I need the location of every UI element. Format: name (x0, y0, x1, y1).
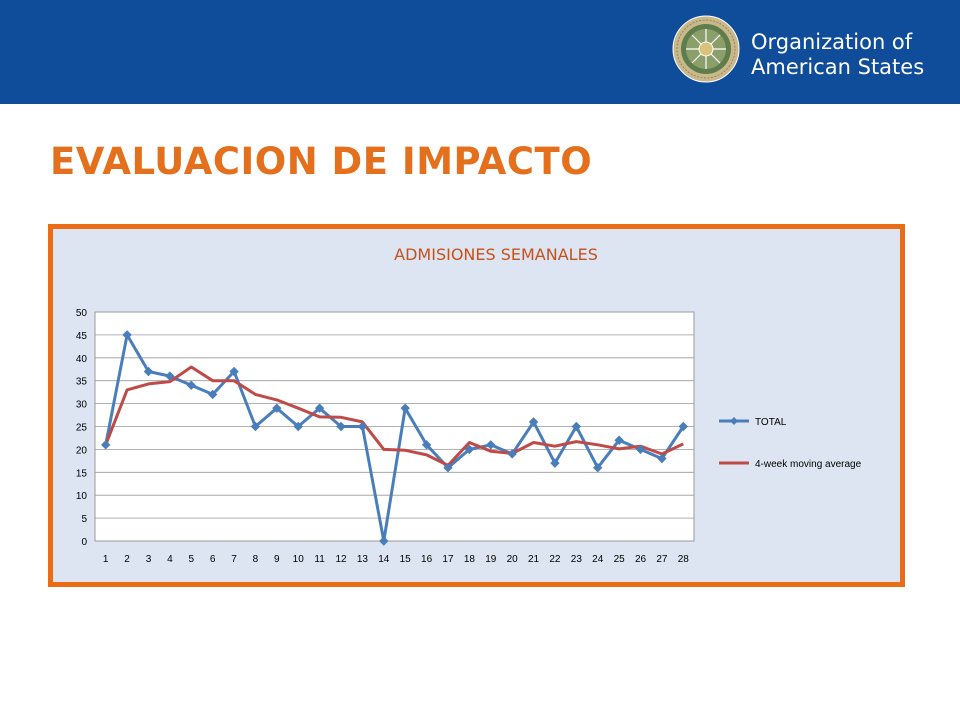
data-point-total (165, 371, 175, 381)
data-point-total (421, 440, 432, 450)
y-tick-label: 0 (81, 537, 87, 548)
data-point-total (250, 421, 261, 432)
y-tick-label: 40 (76, 354, 88, 365)
x-tick-label: 5 (188, 554, 194, 565)
data-point-total (593, 463, 603, 473)
y-tick-label: 15 (76, 468, 88, 479)
data-point-total (336, 421, 346, 432)
org-name-line1: Organization of (751, 30, 913, 54)
data-point-total (379, 536, 389, 546)
data-point-total (186, 380, 196, 390)
x-tick-label: 28 (678, 554, 690, 565)
data-point-total (293, 421, 303, 432)
x-tick-label: 2 (124, 554, 130, 565)
x-tick-label: 9 (274, 554, 280, 565)
data-point-total (486, 440, 496, 450)
legend-label-moving-average: 4-week moving average (755, 459, 862, 470)
data-point-total (357, 421, 368, 432)
data-point-total (571, 421, 582, 432)
slide-title: EVALUACION DE IMPACTO (50, 140, 593, 183)
line-chart: ADMISIONES SEMANALES05101520253035404550… (76, 245, 862, 565)
x-tick-label: 3 (146, 554, 152, 565)
x-tick-label: 11 (314, 554, 325, 565)
y-tick-label: 30 (76, 400, 88, 411)
data-point-total (100, 440, 111, 450)
data-point-total (678, 421, 689, 432)
x-tick-label: 27 (656, 554, 668, 565)
x-tick-label: 21 (528, 554, 540, 565)
x-tick-label: 7 (231, 554, 237, 565)
x-tick-label: 17 (442, 554, 454, 565)
data-point-total (614, 435, 624, 445)
data-point-total (550, 458, 560, 468)
y-tick-label: 50 (76, 308, 88, 319)
series-line-moving-average (104, 365, 684, 467)
data-point-total (207, 389, 218, 400)
x-tick-label: 12 (335, 554, 347, 565)
data-point-total (122, 330, 132, 340)
chart-frame: ADMISIONES SEMANALES 0 5 10 15 20 25 30 35 40 45 50… (48, 224, 905, 587)
x-tick-label: 8 (253, 554, 259, 565)
y-tick-label: 25 (76, 423, 88, 434)
data-point-total (229, 366, 239, 377)
data-point-total (143, 366, 154, 377)
x-tick-label: 1 (103, 554, 109, 565)
x-tick-label: 16 (421, 554, 433, 565)
data-point-total (272, 403, 282, 413)
x-tick-label: 19 (485, 554, 497, 565)
legend-label-total: TOTAL (755, 417, 787, 428)
series-line-total (104, 333, 685, 543)
x-tick-label: 6 (210, 554, 216, 565)
x-tick-label: 20 (507, 554, 519, 565)
x-tick-label: 10 (293, 554, 305, 565)
x-tick-label: 13 (357, 554, 369, 565)
y-tick-label: 10 (76, 491, 88, 502)
data-point-total (635, 444, 646, 455)
org-name-line2: American States (751, 55, 925, 79)
x-tick-label: 14 (378, 554, 390, 565)
y-tick-label: 45 (76, 331, 88, 342)
x-tick-label: 22 (549, 554, 561, 565)
data-point-total (507, 449, 517, 459)
x-tick-label: 25 (614, 554, 626, 565)
oas-seal-logo (672, 15, 740, 83)
legend-marker-total (730, 417, 738, 425)
org-name: Organization of American States (751, 30, 924, 80)
y-tick-label: 20 (76, 445, 88, 456)
data-point-total (657, 453, 667, 464)
data-point-total (443, 463, 453, 473)
x-tick-label: 26 (635, 554, 647, 565)
chart-title: ADMISIONES SEMANALES (394, 245, 598, 264)
x-tick-label: 15 (400, 554, 412, 565)
data-point-total (400, 403, 410, 413)
x-tick-label: 24 (592, 554, 604, 565)
header-bar: Organization of American States (0, 0, 960, 104)
x-tick-label: 23 (571, 554, 583, 565)
x-tick-label: 4 (167, 554, 173, 565)
x-tick-label: 18 (464, 554, 476, 565)
y-tick-label: 5 (81, 514, 87, 525)
y-tick-label: 35 (76, 377, 88, 388)
data-point-total (314, 403, 325, 413)
data-point-total (528, 417, 539, 427)
data-point-total (464, 444, 475, 455)
